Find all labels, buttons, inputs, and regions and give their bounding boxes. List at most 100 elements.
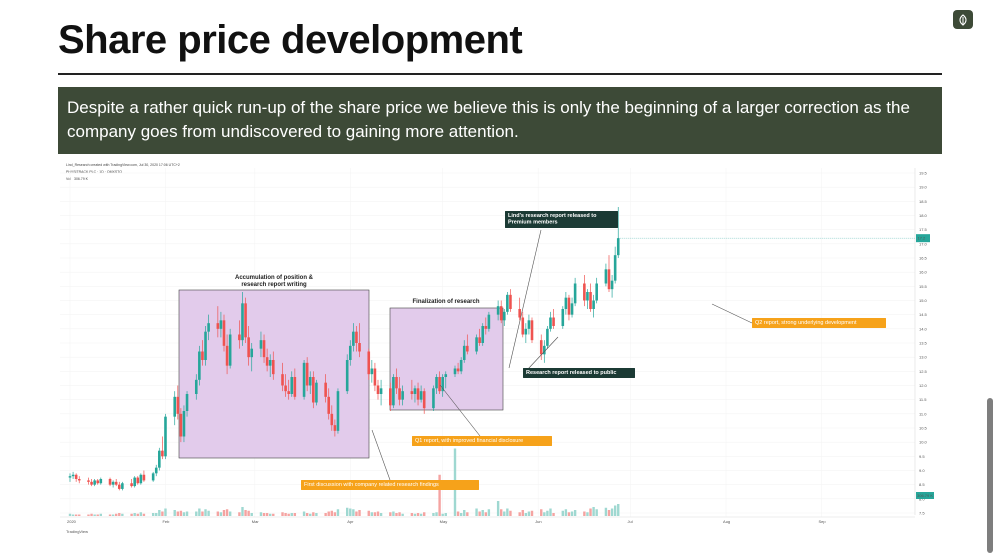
candle-body [527, 320, 531, 329]
volume-bar [552, 513, 555, 516]
candle-body [509, 294, 512, 309]
candle-body [549, 317, 552, 329]
volume-bar [478, 511, 481, 516]
candle-body [305, 362, 309, 386]
volume-bar [158, 510, 161, 516]
accumulation-label: Accumulation of position & [235, 275, 314, 281]
premium-note-text: Lind's research report released to [508, 213, 597, 219]
public-connector [527, 336, 559, 370]
candle-body [201, 351, 204, 360]
subtitle-banner: Despite a rather quick run-up of the sha… [58, 87, 942, 154]
candle-body [595, 283, 598, 301]
candle-body [207, 323, 210, 332]
volume-bar [290, 513, 293, 516]
volume-bar [466, 512, 469, 516]
volume-bar [395, 513, 398, 516]
time-tick-label: 2020 [67, 519, 77, 524]
candle-body [302, 362, 306, 397]
leaf-logo-icon [953, 10, 973, 29]
volume-bar [561, 510, 564, 516]
volume-bar [111, 514, 115, 516]
volume-bar [549, 508, 552, 516]
volume-bar [173, 510, 176, 516]
volume-bar [506, 508, 509, 516]
volume-bar [96, 514, 99, 516]
candle-body [499, 306, 503, 321]
volume-bar [216, 511, 220, 516]
volume-bar [410, 513, 414, 516]
volume-bar [333, 512, 337, 516]
volume-bar [272, 513, 275, 516]
candle-body [539, 340, 543, 355]
premium-note-box [505, 211, 618, 228]
candle-body [438, 377, 441, 392]
volume-bar [546, 510, 549, 516]
candle-body [478, 337, 481, 343]
candle-body [121, 483, 124, 489]
vertical-scrollbar[interactable] [987, 398, 993, 553]
candle-body [158, 450, 161, 468]
volume-bar [456, 511, 460, 516]
volume-bar [315, 513, 318, 516]
q2-note-text: Q2 report, strong underlying development [755, 320, 857, 326]
candle-body [567, 297, 571, 315]
candle-body [570, 303, 574, 315]
volume-bar [518, 512, 521, 516]
candle-body [610, 280, 614, 290]
volume-bar [355, 511, 358, 516]
volume-bar [346, 507, 349, 516]
volume-bar [617, 504, 620, 516]
candle-body [466, 345, 469, 352]
volume-bar [487, 509, 491, 516]
volume-bar [265, 513, 269, 516]
candle-body [552, 317, 555, 326]
candle-body [308, 377, 312, 386]
volume-bar [367, 510, 370, 516]
candle-body [422, 391, 426, 409]
volume-bar [423, 512, 426, 516]
candle-body [502, 311, 506, 321]
volume-bar [99, 513, 102, 516]
candle-body [87, 480, 90, 482]
candle-body [487, 314, 491, 329]
candle-body [518, 309, 521, 318]
time-tick-label: Apr [347, 519, 354, 524]
volume-bar [302, 511, 306, 516]
volume-bar [90, 513, 93, 516]
candle-body [219, 320, 223, 329]
candle-body [592, 300, 595, 309]
volume-bar [373, 512, 377, 516]
volume-bar [459, 513, 463, 516]
volume-bar [155, 513, 158, 516]
candle-body [315, 382, 318, 403]
volume-bar [573, 510, 577, 516]
q1-note-text: Q1 report, with improved financial discl… [415, 438, 523, 444]
q1-note-box [412, 436, 552, 446]
price-tick-label: 15.0 [919, 298, 928, 303]
candle-body [271, 360, 275, 375]
volume-bar [475, 508, 478, 516]
first-discussion-note-text: First discussion with company related re… [304, 482, 439, 488]
volume-bar [570, 511, 574, 516]
volume-bar [376, 511, 380, 516]
volume-bar [496, 501, 500, 516]
volume-bar [136, 513, 139, 516]
candle-body [573, 283, 577, 304]
volume-bar [259, 512, 263, 516]
volume-bar [389, 512, 392, 516]
candle-body [74, 474, 78, 479]
volume-bar [540, 509, 543, 516]
price-tick-label: 19.0 [919, 185, 928, 190]
leaf-icon [959, 13, 967, 26]
candle-body [117, 484, 121, 489]
candle-body [225, 345, 229, 366]
volume-bar [71, 514, 75, 516]
price-tick-label: 12.5 [919, 369, 928, 374]
volume-bar [444, 513, 447, 516]
candle-body [194, 379, 198, 394]
volume-bar [305, 513, 309, 516]
volume-bar [121, 513, 124, 516]
volume-bar [327, 511, 330, 516]
candle-body [352, 331, 355, 346]
volume-bar [281, 512, 284, 516]
